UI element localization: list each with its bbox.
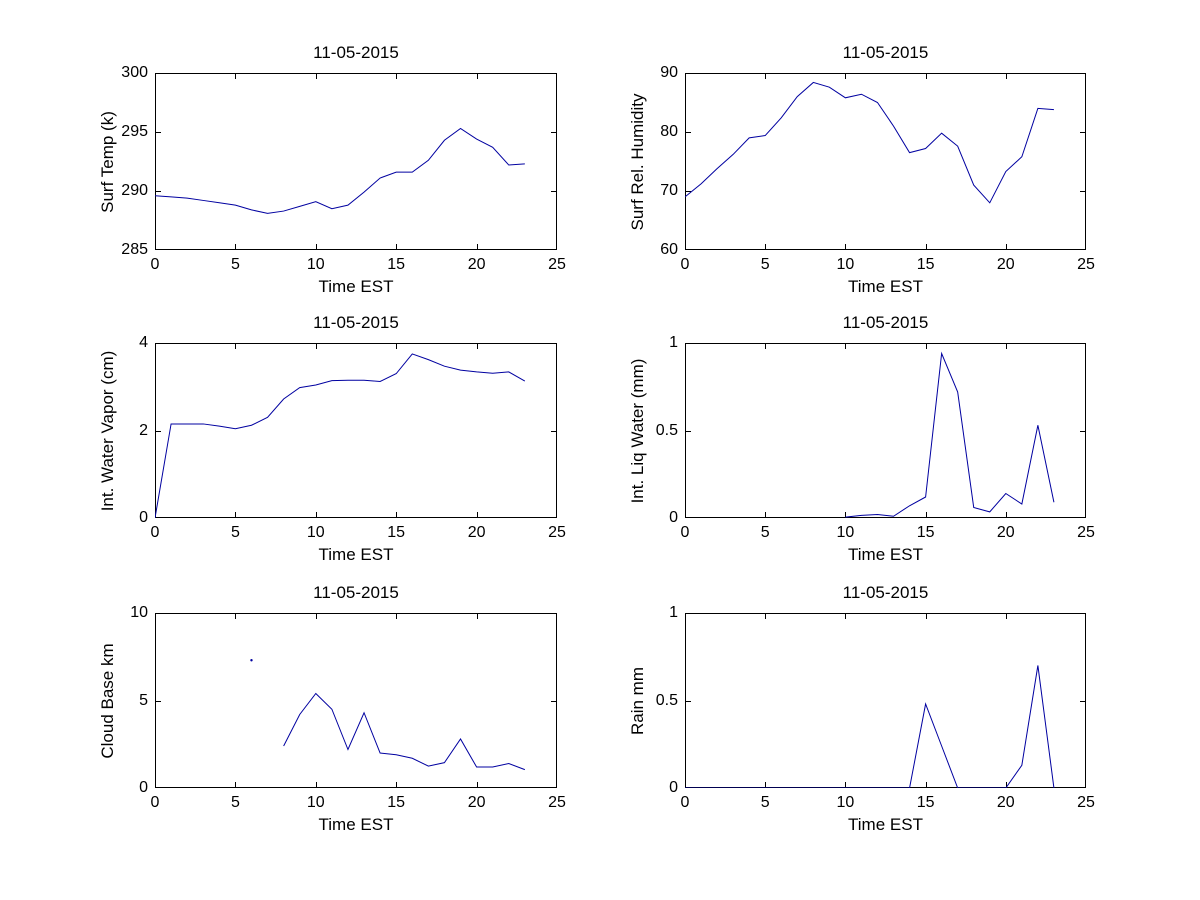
plot-title: 11-05-2015 bbox=[842, 313, 929, 332]
x-tick-label: 15 bbox=[916, 524, 935, 541]
y-tick-label: 0.5 bbox=[655, 691, 678, 709]
y-tick-label: 70 bbox=[660, 182, 678, 199]
plot-canvas bbox=[155, 73, 557, 250]
x-axis-label: Time EST bbox=[848, 815, 923, 834]
y-tick-label: 0.5 bbox=[655, 421, 678, 439]
y-axis-label: Surf Rel. Humidity bbox=[628, 93, 647, 230]
data-line bbox=[685, 665, 1055, 788]
x-tick-label: 0 bbox=[680, 524, 690, 541]
x-tick-label: 10 bbox=[306, 256, 325, 273]
x-tick-label: 10 bbox=[306, 524, 325, 541]
y-tick-label: 0 bbox=[139, 509, 148, 526]
subplot-surf-rel-humidity: 11-05-2015 Surf Rel. Humidity Time EST 0… bbox=[628, 43, 1095, 296]
data-line bbox=[845, 351, 1055, 518]
y-tick-label: 295 bbox=[121, 123, 148, 140]
x-tick-label: 25 bbox=[1077, 794, 1095, 811]
plot-title: 11-05-2015 bbox=[842, 583, 929, 602]
x-tick-label: 20 bbox=[996, 524, 1015, 541]
y-tick-label: 290 bbox=[121, 182, 148, 199]
x-axis-label: Time EST bbox=[318, 545, 394, 564]
y-tick-label: 0 bbox=[669, 779, 678, 796]
x-tick-label: 25 bbox=[548, 524, 566, 541]
y-tick-label: 0 bbox=[669, 509, 678, 526]
y-tick-label: 90 bbox=[660, 64, 678, 81]
data-point bbox=[250, 659, 253, 662]
x-tick-label: 15 bbox=[387, 524, 406, 541]
y-tick-label: 4 bbox=[139, 334, 148, 351]
y-tick-label: 1 bbox=[669, 334, 678, 351]
x-tick-label: 5 bbox=[230, 256, 240, 273]
x-tick-label: 0 bbox=[680, 794, 690, 811]
x-tick-label: 5 bbox=[230, 524, 240, 541]
x-tick-label: 20 bbox=[467, 256, 486, 273]
x-tick-label: 25 bbox=[548, 256, 566, 273]
y-tick-label: 285 bbox=[121, 241, 148, 258]
subplot-int-water-vapor: 11-05-2015 Int. Water Vapor (cm) Time ES… bbox=[98, 313, 566, 564]
x-tick-label: 5 bbox=[760, 524, 770, 541]
x-tick-label: 10 bbox=[836, 256, 855, 273]
x-tick-label: 15 bbox=[387, 794, 406, 811]
x-tick-label: 15 bbox=[387, 256, 406, 273]
data-line bbox=[685, 81, 1054, 204]
y-tick-label: 300 bbox=[121, 64, 148, 81]
x-tick-label: 25 bbox=[548, 794, 566, 811]
x-tick-label: 20 bbox=[467, 794, 486, 811]
subplot-int-liq-water: 11-05-2015 Int. Liq Water (mm) Time EST … bbox=[628, 313, 1095, 564]
y-tick-label: 1 bbox=[669, 604, 678, 621]
x-tick-label: 0 bbox=[150, 256, 160, 273]
x-tick-label: 0 bbox=[680, 256, 690, 273]
x-tick-label: 20 bbox=[996, 256, 1015, 273]
x-axis-label: Time EST bbox=[318, 277, 394, 296]
x-tick-label: 25 bbox=[1077, 256, 1095, 273]
y-tick-label: 60 bbox=[660, 241, 678, 258]
data-line bbox=[155, 353, 526, 518]
subplot-surf-temp: 11-05-2015 Surf Temp (k) Time EST 0 5 10 15… bbox=[98, 43, 566, 296]
plot-canvas bbox=[685, 343, 1086, 518]
plot-title: 11-05-2015 bbox=[842, 43, 929, 62]
x-axis-label: Time EST bbox=[848, 277, 923, 296]
y-tick-label: 10 bbox=[130, 604, 148, 621]
x-tick-label: 0 bbox=[150, 524, 160, 541]
x-tick-label: 0 bbox=[150, 794, 160, 811]
x-tick-label: 25 bbox=[1077, 524, 1095, 541]
plot-canvas bbox=[155, 613, 557, 788]
plot-canvas bbox=[685, 613, 1086, 788]
x-tick-label: 10 bbox=[306, 794, 325, 811]
x-tick-label: 5 bbox=[760, 794, 770, 811]
plot-canvas bbox=[685, 73, 1086, 250]
y-tick-label: 80 bbox=[660, 123, 678, 140]
subplot-rain: 11-05-2015 Rain mm Time EST 0 5 10 15 20 25 0 0… bbox=[628, 583, 1095, 834]
x-tick-label: 20 bbox=[467, 524, 486, 541]
x-tick-label: 10 bbox=[836, 794, 855, 811]
y-tick-label: 0 bbox=[139, 779, 148, 796]
plot-title: 11-05-2015 bbox=[313, 43, 399, 62]
x-tick-label: 5 bbox=[760, 256, 770, 273]
subplot-cloud-base: 11-05-2015 Cloud Base km Time EST 0 5 10 15… bbox=[98, 583, 566, 834]
x-tick-label: 5 bbox=[230, 794, 240, 811]
x-tick-label: 15 bbox=[916, 794, 935, 811]
x-tick-label: 20 bbox=[996, 794, 1015, 811]
plot-title: 11-05-2015 bbox=[313, 583, 399, 602]
x-tick-label: 10 bbox=[836, 524, 855, 541]
plot-canvas bbox=[155, 343, 557, 518]
x-tick-label: 15 bbox=[916, 256, 935, 273]
data-line bbox=[283, 692, 526, 771]
plot-title: 11-05-2015 bbox=[313, 313, 399, 332]
y-tick-label: 2 bbox=[139, 421, 148, 439]
x-axis-label: Time EST bbox=[318, 815, 394, 834]
x-axis-label: Time EST bbox=[848, 545, 923, 564]
y-tick-label: 5 bbox=[139, 691, 148, 709]
data-line bbox=[155, 127, 525, 214]
